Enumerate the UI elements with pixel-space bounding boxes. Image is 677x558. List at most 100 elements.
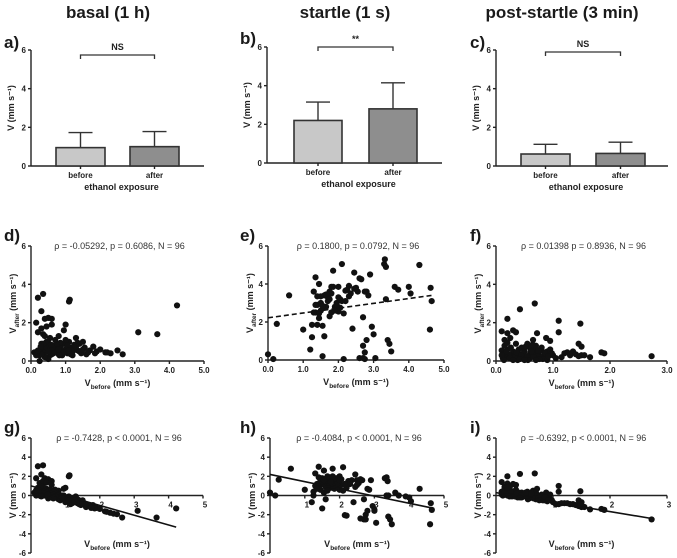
panel-label: i) [470,418,480,437]
x-tick-label: after [146,171,163,180]
data-point [395,492,402,499]
data-point [367,477,375,484]
panel-d: d) 0 2 4 6 0.0 1.0 2.0 3.0 4.0 5.0 ρ = -0.05292, p … [4,226,210,391]
y-tick-label: -4 [484,530,492,539]
y-tick-label: 2 [22,319,27,328]
y-axis-label: V (mm s⁻¹) [8,473,18,519]
panel-label: f) [470,226,481,245]
data-point [319,322,326,329]
x-tick-label: 3.0 [661,366,673,375]
x-axis-label-main: V [549,378,555,388]
y-axis-label-sub: after [479,313,486,328]
y-tick-label: 0 [261,492,266,501]
y-axis-label-main: V [245,327,255,333]
panel-label: a) [4,33,19,52]
data-point [345,293,353,300]
data-point [586,354,594,361]
data-point [361,288,368,295]
data-point [119,514,126,521]
bar-before [293,119,343,164]
x-tick-label: 5.0 [198,366,210,375]
data-point [314,321,321,328]
x-tick-label: 0.0 [490,366,502,375]
x-tick-label: 3 [134,501,139,510]
x-axis-label-unit: (mm s⁻¹) [575,378,615,388]
x-tick-label: before [68,171,93,180]
data-point [522,489,529,496]
data-point [315,474,322,481]
x-tick-label: 2.0 [604,366,616,375]
data-point [62,484,69,491]
x-axis-label: Vbefore (mm s⁻¹) [549,539,615,552]
data-point [359,342,367,349]
data-point [84,349,92,356]
y-tick-label: 6 [22,434,27,443]
x-tick-label: 1.0 [547,366,559,375]
data-point [512,329,520,336]
x-axis-label-sub: before [329,383,349,390]
data-point [342,287,349,294]
y-tick-label: 4 [487,85,492,94]
data-point [312,301,319,308]
data-point [33,352,40,359]
panel-a: a) 0 2 4 6 before after ethanol exposure NS V (mm… [4,33,204,192]
data-point [350,499,357,506]
data-point [545,353,552,360]
data-point [322,291,330,298]
x-axis-label-sub: before [90,545,110,552]
data-point [317,293,324,300]
data-point [362,516,369,523]
data-point [498,352,505,359]
data-point [338,260,346,268]
data-point [33,492,40,499]
data-point [555,317,562,324]
data-point [91,350,99,357]
x-tick-label: after [384,168,401,177]
significance-label: NS [111,42,124,52]
x-axis-label-unit: (mm s⁻¹) [350,539,390,549]
y-tick-label: 6 [487,46,492,55]
data-point [349,325,356,332]
data-point [516,470,524,478]
data-point [521,356,528,364]
x-axis-label-unit: (mm s⁻¹) [110,539,150,549]
y-tick-label: 0 [487,357,492,366]
panel-c: c) 0 2 4 6 before after ethanol exposure NS V (mm… [470,33,668,192]
y-tick-label: 6 [487,434,492,443]
data-point [273,320,280,327]
x-tick-label: 2 [100,501,105,510]
data-point [315,280,323,288]
y-tick-label: -4 [258,530,266,539]
data-point [43,479,50,486]
column-title-post-startle: post-startle (3 min) [485,3,638,22]
data-point [48,321,55,328]
data-point [66,296,73,303]
data-point [90,343,97,350]
data-point [328,290,335,297]
x-tick-label: 4.0 [164,366,176,375]
data-point [329,473,336,480]
data-point [38,308,45,315]
correlation-annotation: ρ = -0.6392, p < 0.0001, N = 96 [521,433,646,443]
data-point [601,350,608,357]
x-tick-label: before [533,171,558,180]
data-point [47,341,55,348]
x-axis-label-main: V [84,539,90,549]
x-axis-label: Vbefore (mm s⁻¹) [323,377,389,390]
data-point [330,267,337,274]
y-tick-label: 6 [258,43,263,52]
data-point [97,346,104,353]
data-point [66,472,73,479]
data-point [578,343,585,350]
data-point [153,514,160,521]
x-tick-label: 2.0 [95,366,107,375]
data-point [504,339,511,346]
data-point [64,342,71,349]
data-point [426,521,434,528]
data-point [119,351,126,358]
y-tick-label: 6 [261,434,266,443]
x-tick-label: 1.0 [298,365,310,374]
y-tick-label: 2 [487,472,492,481]
data-point [38,493,45,500]
data-point [366,271,374,278]
